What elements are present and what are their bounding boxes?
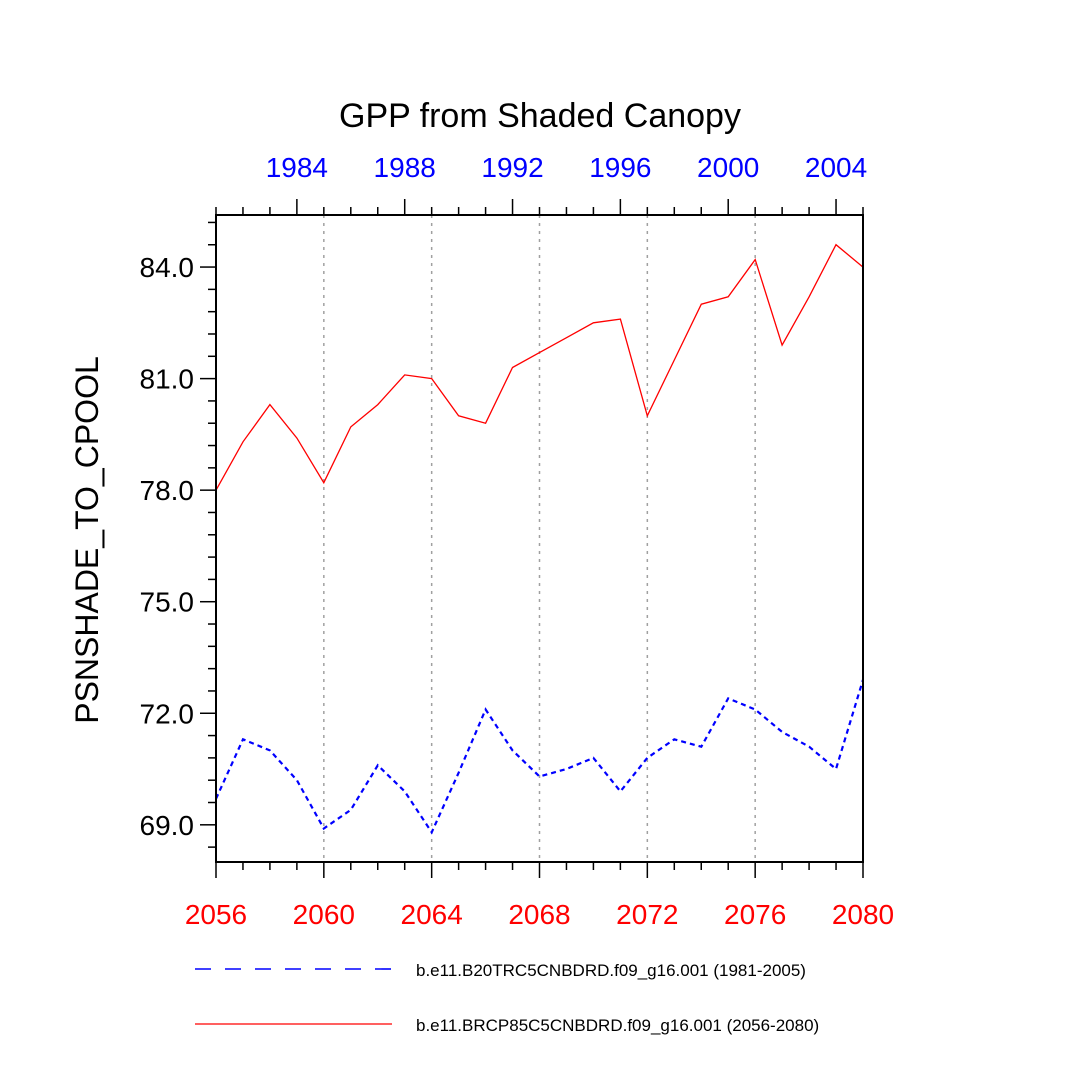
bottom-tick-label: 2076 [724, 899, 786, 930]
y-tick-label: 81.0 [140, 364, 195, 395]
bottom-tick-label: 2060 [293, 899, 355, 930]
top-tick-label: 1984 [266, 152, 328, 183]
top-tick-label: 1988 [374, 152, 436, 183]
top-tick-label: 1996 [589, 152, 651, 183]
y-tick-label: 72.0 [140, 698, 195, 729]
plot-frame [215, 214, 864, 863]
bottom-tick-label: 2072 [616, 899, 678, 930]
top-tick-label: 2000 [697, 152, 759, 183]
bottom-tick-label: 2068 [508, 899, 570, 930]
y-axis-label: PSNSHADE_TO_CPOOL [69, 356, 105, 724]
series-line-future [215, 243, 864, 491]
series-line-historical [214, 679, 865, 835]
y-tick-label: 84.0 [140, 252, 195, 283]
tick-labels: 2056 2060 2064 2068 2072 2076 2080 1984 1988 1992… [140, 152, 895, 930]
axis-ticks [200, 199, 864, 878]
bottom-tick-label: 2080 [832, 899, 894, 930]
grid-lines [323, 215, 756, 862]
bottom-tick-label: 2056 [185, 899, 247, 930]
top-tick-label: 1992 [481, 152, 543, 183]
top-tick-label: 2004 [805, 152, 867, 183]
bottom-tick-label: 2064 [401, 899, 463, 930]
series-lines [214, 243, 865, 835]
legend-label: b.e11.BRCP85C5CNBDRD.f09_g16.001 (2056-2… [416, 1016, 819, 1035]
y-tick-label: 75.0 [140, 587, 195, 618]
y-tick-label: 69.0 [140, 810, 195, 841]
legend: b.e11.B20TRC5CNBDRD.f09_g16.001 (1981-20… [195, 961, 819, 1035]
chart-title: GPP from Shaded Canopy [339, 97, 741, 135]
legend-label: b.e11.B20TRC5CNBDRD.f09_g16.001 (1981-20… [416, 961, 806, 980]
y-tick-label: 78.0 [140, 475, 195, 506]
